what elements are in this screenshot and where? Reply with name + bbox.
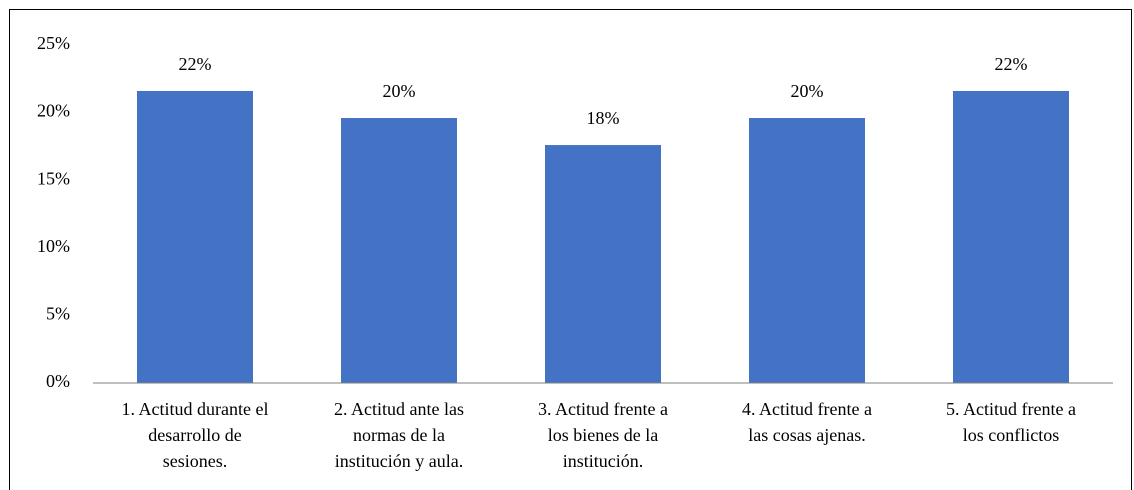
x-tick-label: desarrollo de	[148, 425, 241, 445]
x-tick-label: sesiones.	[163, 451, 228, 471]
x-tick-label: las cosas ajenas.	[748, 425, 865, 445]
data-label: 22%	[179, 54, 212, 74]
x-tick-label: los bienes de la	[548, 425, 658, 445]
x-tick-label: institución y aula.	[335, 451, 463, 471]
x-tick-label: institución.	[563, 451, 644, 471]
data-label: 18%	[587, 108, 620, 128]
bar	[545, 145, 661, 383]
y-tick-label: 5%	[46, 304, 70, 324]
x-tick-label: 1. Actitud durante el	[122, 399, 269, 419]
x-tick-label: 3. Actitud frente a	[538, 399, 668, 419]
y-tick-label: 0%	[46, 371, 70, 391]
x-tick-label: 5. Actitud frente a	[946, 399, 1076, 419]
data-label: 20%	[383, 81, 416, 101]
x-tick-label: normas de la	[353, 425, 445, 445]
x-tick-label: los conflictos	[963, 425, 1060, 445]
y-tick-label: 25%	[37, 33, 70, 53]
bar	[137, 90, 253, 383]
data-label: 20%	[791, 81, 824, 101]
bar	[341, 118, 457, 384]
x-tick-label: 4. Actitud frente a	[742, 399, 872, 419]
data-label: 22%	[995, 54, 1028, 74]
y-tick-label: 10%	[37, 236, 70, 256]
bar	[749, 118, 865, 384]
chart-frame	[9, 9, 1132, 490]
bar	[953, 90, 1069, 383]
y-tick-label: 20%	[37, 101, 70, 121]
x-tick-label: 2. Actitud ante las	[334, 399, 464, 419]
y-tick-label: 15%	[37, 168, 70, 188]
